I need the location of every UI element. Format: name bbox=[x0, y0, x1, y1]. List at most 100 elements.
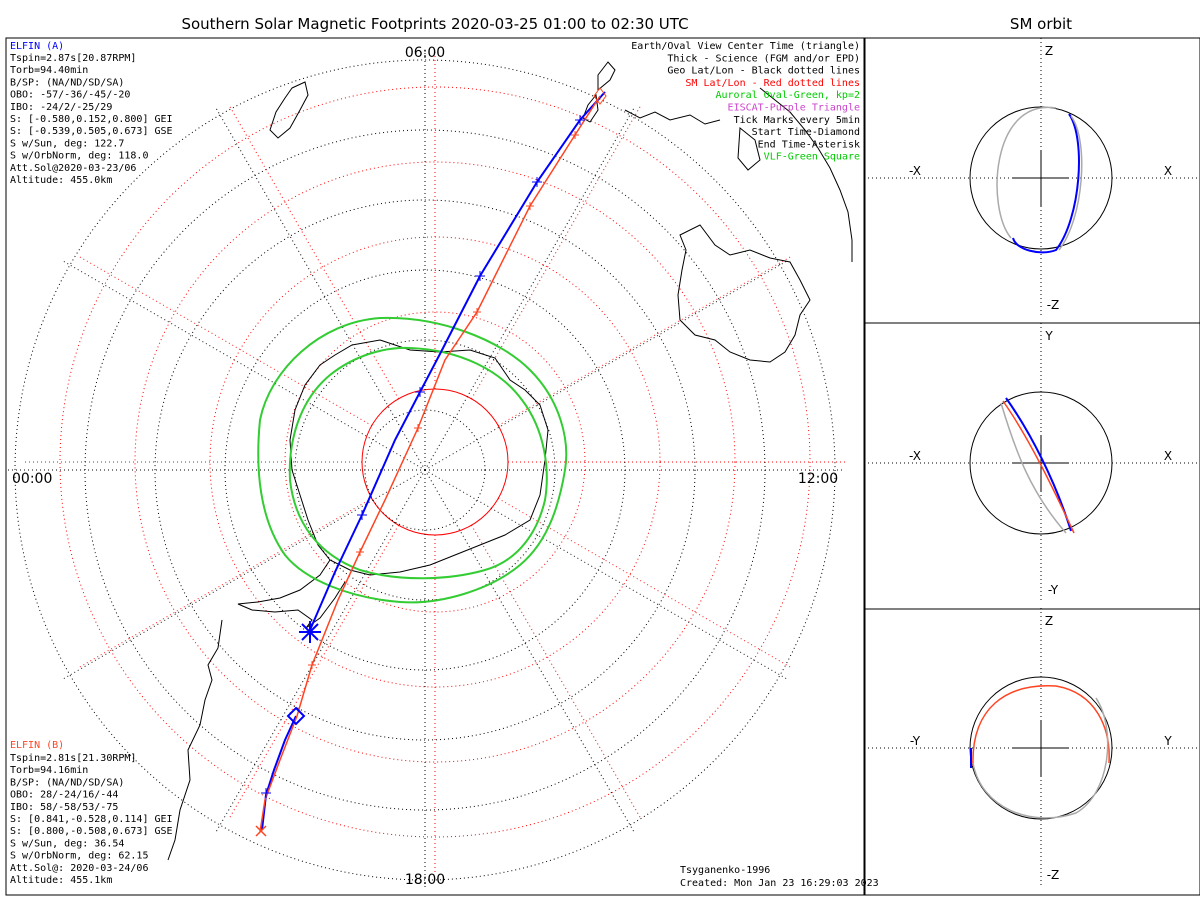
elfin-a-info-line: B/SP: (NA/ND/SD/SA) bbox=[10, 77, 124, 88]
elfin-a-info-line: Torb=94.40min bbox=[10, 65, 88, 76]
plot-title: Southern Solar Magnetic Footprints 2020-… bbox=[181, 15, 688, 33]
geo-lat-circle bbox=[154, 199, 696, 741]
elfin-b-track bbox=[259, 95, 601, 833]
orbit-gray-panel-2 bbox=[1000, 402, 1067, 534]
clock-label-18: 18:00 bbox=[405, 872, 445, 888]
legend-item: Geo Lat/Lon - Black dotted lines bbox=[667, 66, 860, 77]
elfin-b-info-line: S w/OrbNorm, deg: 62.15 bbox=[10, 851, 148, 862]
coastlines bbox=[167, 61, 853, 861]
elfin-a-tick bbox=[575, 115, 585, 125]
elfin-b-info: ELFIN (B) Tspin=2.81s[21.30RPM]Torb=94.1… bbox=[10, 740, 173, 886]
elfin-b-info-line: OBO: 28/-24/16/-44 bbox=[10, 790, 118, 801]
legend-item: SM Lat/Lon - Red dotted lines bbox=[685, 78, 860, 89]
indonesia-coast bbox=[624, 109, 761, 171]
sm-lat-circle bbox=[59, 86, 811, 838]
legend: Earth/Oval View Center Time (triangle)Th… bbox=[631, 41, 860, 163]
orbit-gray-panel-1 bbox=[996, 106, 1083, 251]
elfin-a-start-diamond bbox=[286, 706, 306, 726]
antarctic-peninsula bbox=[237, 559, 346, 629]
antarctica-coast bbox=[289, 339, 549, 576]
clock-label-00: 00:00 bbox=[12, 471, 52, 487]
orbit-title: SM orbit bbox=[1010, 15, 1072, 33]
elfin-a-info-line: S: [-0.580,0.152,0.800] GEI bbox=[10, 114, 173, 125]
legend-item: Tick Marks every 5min bbox=[734, 115, 860, 126]
orbit-b-panel-2 bbox=[1002, 400, 1075, 534]
polar-map bbox=[5, 50, 853, 890]
sm-lon-line bbox=[497, 498, 791, 668]
elfin-a-info: ELFIN (A) Tspin=2.87s[20.87RPM]Torb=94.4… bbox=[10, 41, 173, 186]
legend-item: VLF-Green Square bbox=[764, 152, 860, 163]
geo-lon-line bbox=[424, 106, 636, 471]
sm-lon-line bbox=[497, 256, 791, 426]
elfin-b-info-line: S: [0.841,-0.528,0.114] GEI bbox=[10, 814, 173, 825]
legend-item: EISCAT-Purple Triangle bbox=[728, 103, 860, 114]
orbit-a-panel-1 bbox=[1012, 113, 1080, 254]
panel-axis-down: -Z bbox=[1047, 298, 1060, 312]
elfin-a-info-line: Altitude: 455.0km bbox=[10, 175, 112, 186]
elfin-a-info-line: IBO: -24/2/-25/29 bbox=[10, 102, 112, 113]
legend-item: Thick - Science (FGM and/or EPD) bbox=[667, 53, 860, 64]
elfin-a-tick bbox=[415, 387, 425, 397]
geo-lon-line bbox=[424, 469, 789, 681]
elfin-a-end-asterisk bbox=[299, 621, 321, 643]
south-america-coast bbox=[167, 619, 223, 861]
elfin-b-info-line: Tspin=2.81s[21.30RPM] bbox=[10, 753, 136, 764]
auroral-ovals bbox=[257, 316, 568, 604]
panel-axis-right: X bbox=[1164, 164, 1172, 178]
elfin-b-name: ELFIN (B) bbox=[10, 740, 64, 751]
elfin-a-tick bbox=[475, 271, 485, 281]
orbit-panel-2: Y -Y -X X bbox=[868, 323, 1198, 603]
created-credit: Created: Mon Jan 23 16:29:03 2023 bbox=[680, 878, 879, 889]
sm-lon-line bbox=[79, 256, 373, 426]
elfin-a-track bbox=[309, 91, 606, 631]
sm-lon-line bbox=[229, 106, 399, 400]
orbit-a-panel-2 bbox=[1005, 397, 1072, 532]
elfin-b-tick bbox=[526, 202, 534, 210]
orbit-panels: Z -Z -X X Y -Y -X X Z -Z -Y Y bbox=[868, 38, 1198, 888]
sm-lon-line bbox=[471, 524, 641, 818]
elfin-b-tick bbox=[571, 131, 579, 139]
sm-grid bbox=[25, 52, 845, 872]
elfin-a-name: ELFIN (A) bbox=[10, 41, 64, 52]
orbit-gray-panel-3 bbox=[972, 697, 1109, 819]
panel-axis-down: -Y bbox=[1048, 583, 1059, 597]
elfin-b-tick bbox=[308, 661, 316, 669]
new-zealand-coast bbox=[582, 61, 616, 123]
panel-axis-left: -Y bbox=[910, 734, 921, 748]
geo-lon-line bbox=[61, 259, 426, 471]
asia-coast bbox=[759, 87, 853, 262]
panel-axis-up: Z bbox=[1045, 44, 1053, 58]
panel-axis-right: X bbox=[1164, 449, 1172, 463]
elfin-b-info-line: S: [0.800,-0.508,0.673] GSE bbox=[10, 826, 173, 837]
panel-axis-down: -Z bbox=[1047, 868, 1060, 882]
elfin-a-tick bbox=[261, 788, 271, 798]
geo-lon-line bbox=[214, 469, 426, 834]
legend-item: Start Time-Diamond bbox=[752, 127, 860, 138]
australia-coast bbox=[677, 224, 811, 363]
madagascar-coast bbox=[269, 81, 309, 139]
sm-lon-line bbox=[471, 106, 641, 400]
elfin-b-info-line: Altitude: 455.1km bbox=[10, 875, 112, 886]
elfin-a-info-line: Tspin=2.87s[20.87RPM] bbox=[10, 53, 136, 64]
earth-circle bbox=[969, 391, 1113, 535]
elfin-b-tick bbox=[356, 548, 364, 556]
panel-axis-left: -X bbox=[909, 449, 921, 463]
elfin-b-tick bbox=[473, 308, 481, 316]
sm-lon-line bbox=[229, 524, 399, 818]
elfin-b-tick bbox=[414, 424, 422, 432]
sm-lon-line bbox=[79, 498, 373, 668]
clock-label-06: 06:00 bbox=[405, 45, 445, 61]
elfin-b-end-asterisk bbox=[255, 825, 267, 837]
orbit-panel-3: Z -Z -Y Y bbox=[868, 608, 1198, 888]
elfin-b-info-line: B/SP: (NA/ND/SD/SA) bbox=[10, 777, 124, 788]
geo-lon-line bbox=[424, 469, 636, 834]
elfin-b-info-line: Torb=94.16min bbox=[10, 765, 88, 776]
panel-axis-up: Y bbox=[1044, 329, 1053, 343]
legend-item: Auroral Oval-Green, kp=2 bbox=[716, 90, 861, 101]
panel-axis-left: -X bbox=[909, 164, 921, 178]
orbit-frame bbox=[864, 37, 1200, 896]
geo-lat-circle bbox=[294, 339, 556, 601]
elfin-b-info-line: Att.Sol@: 2020-03-24/06 bbox=[10, 863, 148, 874]
elfin-a-info-line: S w/Sun, deg: 122.7 bbox=[10, 138, 124, 149]
orbit-b-panel-3 bbox=[972, 685, 1110, 767]
